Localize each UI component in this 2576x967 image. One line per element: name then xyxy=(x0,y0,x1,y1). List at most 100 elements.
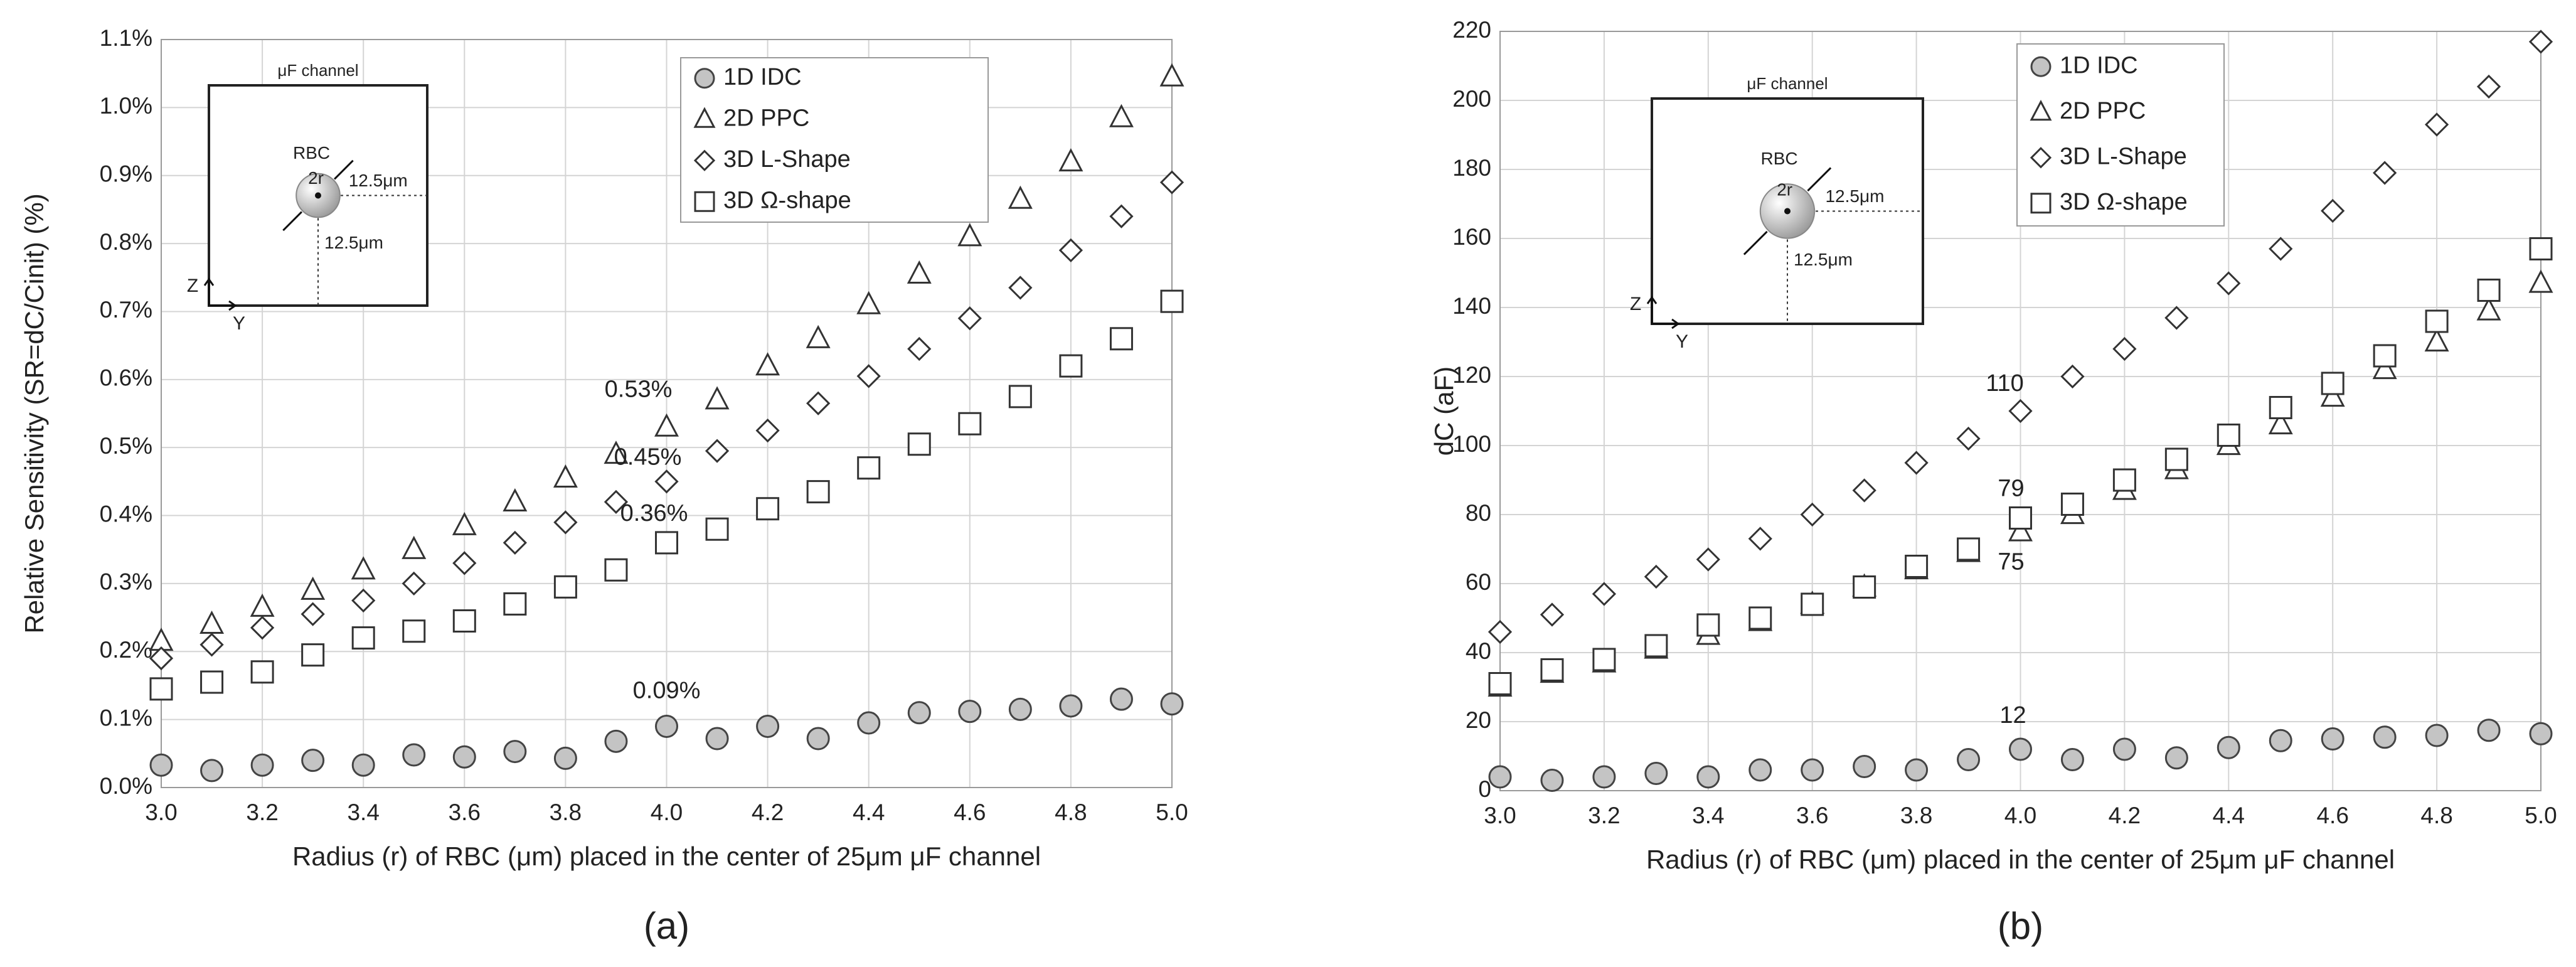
data-point xyxy=(2373,161,2397,185)
y-tick-label: 0.9% xyxy=(100,161,152,187)
data-point xyxy=(1058,148,1083,172)
data-point xyxy=(1905,555,1929,578)
chart: 0.0% 0.1% 0.2% 0.3% 0.4% 0.5% 0.6% 0.7% 0.8% 0.9%… xyxy=(19,25,1188,947)
data-point xyxy=(1748,758,1772,782)
annotation: 75 xyxy=(1998,549,2024,575)
data-point xyxy=(907,701,931,725)
data-point xyxy=(2112,737,2136,761)
data-point xyxy=(1956,426,1981,451)
legend-label: 3D Ω-shape xyxy=(723,187,851,213)
data-point xyxy=(250,660,274,684)
legend-marker xyxy=(694,191,715,212)
data-point xyxy=(1540,769,1564,792)
data-point xyxy=(2060,493,2084,516)
data-point xyxy=(1008,275,1033,300)
data-point xyxy=(1592,582,1617,606)
annotation: 12 xyxy=(1999,702,2026,729)
data-point xyxy=(755,352,780,376)
data-point xyxy=(705,386,730,410)
inset-label: RBC xyxy=(1760,149,1797,168)
inset-label: 2r xyxy=(1777,179,1792,199)
data-point xyxy=(2425,724,2449,747)
plot-frame xyxy=(161,39,1173,788)
legend-marker xyxy=(2030,56,2052,77)
data-point xyxy=(301,602,325,626)
data-point xyxy=(452,609,476,633)
data-point xyxy=(2164,746,2188,770)
data-point xyxy=(200,633,224,657)
y-axis-title: dC (aF) xyxy=(1429,366,1459,456)
inset-axis xyxy=(1646,296,1680,329)
data-point xyxy=(1059,694,1083,718)
annotation: 0.36% xyxy=(620,500,688,526)
inset-arrow xyxy=(334,159,354,180)
inset-center xyxy=(1784,208,1791,215)
y-tick-label: 0.2% xyxy=(100,637,152,663)
x-tick-label: 3.0 xyxy=(145,799,177,825)
data-point xyxy=(553,510,578,535)
y-tick-label: 0.3% xyxy=(100,569,152,595)
data-point xyxy=(1957,537,1981,561)
data-point xyxy=(503,592,527,616)
data-point xyxy=(553,746,577,770)
legend-marker xyxy=(694,68,715,89)
x-tick-label: 4.8 xyxy=(2420,803,2452,828)
data-point xyxy=(1109,204,1134,228)
inset-label: Z xyxy=(187,275,198,296)
inset-axis xyxy=(203,277,237,311)
data-point xyxy=(2320,383,2345,407)
y-tick-label: 160 xyxy=(1452,224,1491,250)
y-axis-title: Relative Sensitivity (SR=dC/Cinit) (%) xyxy=(19,193,49,633)
data-point xyxy=(2269,729,2292,752)
data-point xyxy=(1058,238,1083,263)
x-tick-label: 4.6 xyxy=(2316,803,2348,828)
y-tick-label: 80 xyxy=(1466,500,1491,526)
y-tick-label: 0.0% xyxy=(100,773,152,799)
data-point xyxy=(402,743,426,767)
annotation: 110 xyxy=(1986,370,2024,397)
data-point xyxy=(756,714,780,738)
y-tick-label: 120 xyxy=(1452,362,1491,388)
x-tick-label: 4.4 xyxy=(853,799,885,825)
data-point xyxy=(1008,185,1033,209)
data-point xyxy=(301,643,325,667)
data-point xyxy=(705,517,729,541)
x-axis-title: Radius (r) of RBC (μm) placed in the cen… xyxy=(1646,845,2395,874)
data-point xyxy=(957,223,982,247)
x-tick-label: 3.0 xyxy=(1484,803,1516,828)
data-point xyxy=(755,418,780,443)
data-point xyxy=(2425,309,2449,333)
data-point xyxy=(149,753,173,777)
x-tick-label: 3.2 xyxy=(1588,803,1620,828)
x-tick-label: 4.4 xyxy=(2213,803,2245,828)
y-tick-label: 0 xyxy=(1478,776,1491,802)
legend-box xyxy=(2016,43,2225,227)
data-point xyxy=(856,364,881,388)
data-point xyxy=(756,497,780,521)
data-point xyxy=(1160,692,1184,716)
data-point xyxy=(1592,765,1616,789)
data-point xyxy=(1905,758,1929,782)
data-point xyxy=(957,306,982,331)
data-point xyxy=(2529,237,2553,260)
x-tick-label: 3.6 xyxy=(1796,803,1828,828)
inset-label: Z xyxy=(1630,294,1641,314)
data-point xyxy=(1592,648,1616,671)
legend-marker xyxy=(2030,147,2052,169)
data-point xyxy=(1488,619,1513,644)
legend-marker xyxy=(693,107,716,128)
data-point xyxy=(856,291,881,314)
annotation: 79 xyxy=(1998,476,2024,502)
data-point xyxy=(907,336,932,361)
data-point xyxy=(2476,74,2501,99)
data-point xyxy=(2268,411,2293,435)
data-point xyxy=(1159,170,1184,195)
y-tick-label: 0.5% xyxy=(100,433,152,459)
inset-label: Y xyxy=(1676,331,1688,352)
data-point xyxy=(2476,297,2501,321)
plot-frame xyxy=(1499,31,2541,791)
y-tick-label: 1.0% xyxy=(100,93,152,119)
y-tick-label: 0.7% xyxy=(100,297,152,323)
panel-label: (b) xyxy=(1998,905,2043,947)
